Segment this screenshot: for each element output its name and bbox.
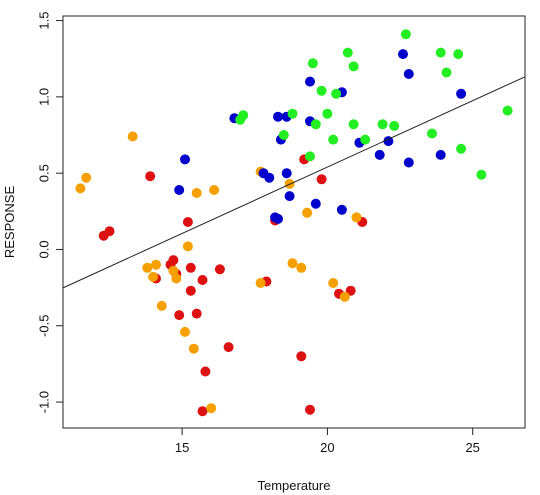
data-point-3-4 <box>305 151 315 162</box>
y-tick-label: -1.0 <box>36 391 51 413</box>
data-point-1-2 <box>127 131 138 142</box>
data-point-3-22 <box>456 143 467 154</box>
x-tick-label: 25 <box>465 440 479 455</box>
data-point-3-1 <box>238 110 249 121</box>
data-point-0-16 <box>223 342 234 353</box>
data-point-1-4 <box>148 271 159 282</box>
data-point-0-5 <box>168 255 179 266</box>
data-point-2-6 <box>273 213 283 224</box>
data-point-2-22 <box>403 157 414 168</box>
data-point-3-24 <box>502 105 513 116</box>
data-point-1-15 <box>255 278 266 288</box>
x-tick-label: 15 <box>175 440 189 455</box>
data-point-0-1 <box>104 226 115 237</box>
x-tick-label: 20 <box>320 440 334 455</box>
data-point-0-14 <box>200 366 211 377</box>
data-point-0-12 <box>197 275 208 285</box>
data-point-2-0 <box>174 185 185 195</box>
data-point-3-21 <box>453 49 464 60</box>
y-axis: -1.0 -0.5 0.0 0.5 1.0 1.5 <box>36 12 63 413</box>
regression-line <box>62 76 526 289</box>
data-point-3-20 <box>441 67 452 78</box>
y-axis-title: RESPONSE <box>2 186 17 259</box>
data-point-1-11 <box>188 343 199 354</box>
data-point-3-3 <box>287 108 298 119</box>
data-point-0-7 <box>174 310 185 321</box>
y-tick-label: 0.0 <box>36 240 51 258</box>
data-point-1-10 <box>182 241 193 252</box>
data-point-0-10 <box>185 285 196 296</box>
data-point-1-19 <box>296 262 307 273</box>
data-point-1-22 <box>339 291 350 302</box>
x-axis-title: Temperature <box>258 478 331 493</box>
data-point-1-7 <box>168 265 179 276</box>
data-point-0-15 <box>214 264 225 275</box>
points-layer <box>75 29 513 417</box>
data-point-3-11 <box>342 47 353 58</box>
data-point-3-9 <box>328 134 339 145</box>
y-tick-label: 1.5 <box>36 12 51 30</box>
y-tick-label: 1.0 <box>36 88 51 106</box>
data-point-3-23 <box>476 169 487 180</box>
data-point-1-20 <box>302 207 313 218</box>
data-point-3-8 <box>322 108 333 119</box>
data-point-2-23 <box>435 149 446 160</box>
data-point-2-24 <box>456 88 467 99</box>
data-point-0-2 <box>145 171 156 182</box>
data-point-1-21 <box>328 278 339 288</box>
data-point-3-15 <box>377 119 388 130</box>
data-point-0-19 <box>296 351 307 362</box>
data-point-3-18 <box>427 128 437 139</box>
data-point-3-10 <box>331 88 342 99</box>
data-point-1-14 <box>209 185 220 195</box>
data-point-2-4 <box>264 172 275 183</box>
data-point-0-21 <box>305 404 315 415</box>
data-point-3-13 <box>348 119 359 130</box>
data-point-1-1 <box>81 172 92 183</box>
data-point-3-6 <box>310 119 321 130</box>
data-point-2-12 <box>305 76 315 87</box>
plot-area-frame <box>62 15 526 429</box>
data-point-0-22 <box>316 174 327 185</box>
data-point-3-12 <box>348 61 359 72</box>
data-point-0-8 <box>182 217 193 227</box>
data-point-2-15 <box>336 204 347 215</box>
data-point-1-8 <box>171 273 182 284</box>
data-point-1-5 <box>151 259 161 270</box>
data-point-1-6 <box>156 300 167 311</box>
data-point-3-14 <box>360 134 371 145</box>
data-point-3-5 <box>307 58 318 69</box>
data-point-0-13 <box>197 406 208 417</box>
data-point-0-9 <box>185 262 196 273</box>
data-point-3-19 <box>435 47 446 58</box>
data-point-1-12 <box>191 188 202 198</box>
data-point-1-3 <box>142 262 153 273</box>
data-point-1-13 <box>206 403 217 414</box>
data-point-2-7 <box>273 111 283 122</box>
data-point-1-23 <box>351 212 362 223</box>
data-point-1-0 <box>75 183 86 194</box>
data-point-2-1 <box>180 154 190 165</box>
data-point-3-16 <box>389 120 400 131</box>
x-axis: 15 20 25 <box>175 428 480 455</box>
data-point-2-14 <box>310 198 321 209</box>
y-tick-label: -0.5 <box>36 315 51 337</box>
data-point-3-17 <box>400 29 411 40</box>
data-point-2-18 <box>374 149 385 160</box>
data-point-2-20 <box>398 49 408 60</box>
y-tick-label: 0.5 <box>36 164 51 182</box>
data-point-2-21 <box>403 69 414 79</box>
data-point-3-2 <box>278 130 289 140</box>
data-point-3-7 <box>316 85 327 96</box>
data-point-0-11 <box>191 308 202 319</box>
data-point-1-18 <box>287 258 298 269</box>
data-point-2-11 <box>284 191 295 202</box>
data-point-1-9 <box>180 326 190 337</box>
data-point-2-9 <box>281 168 292 179</box>
